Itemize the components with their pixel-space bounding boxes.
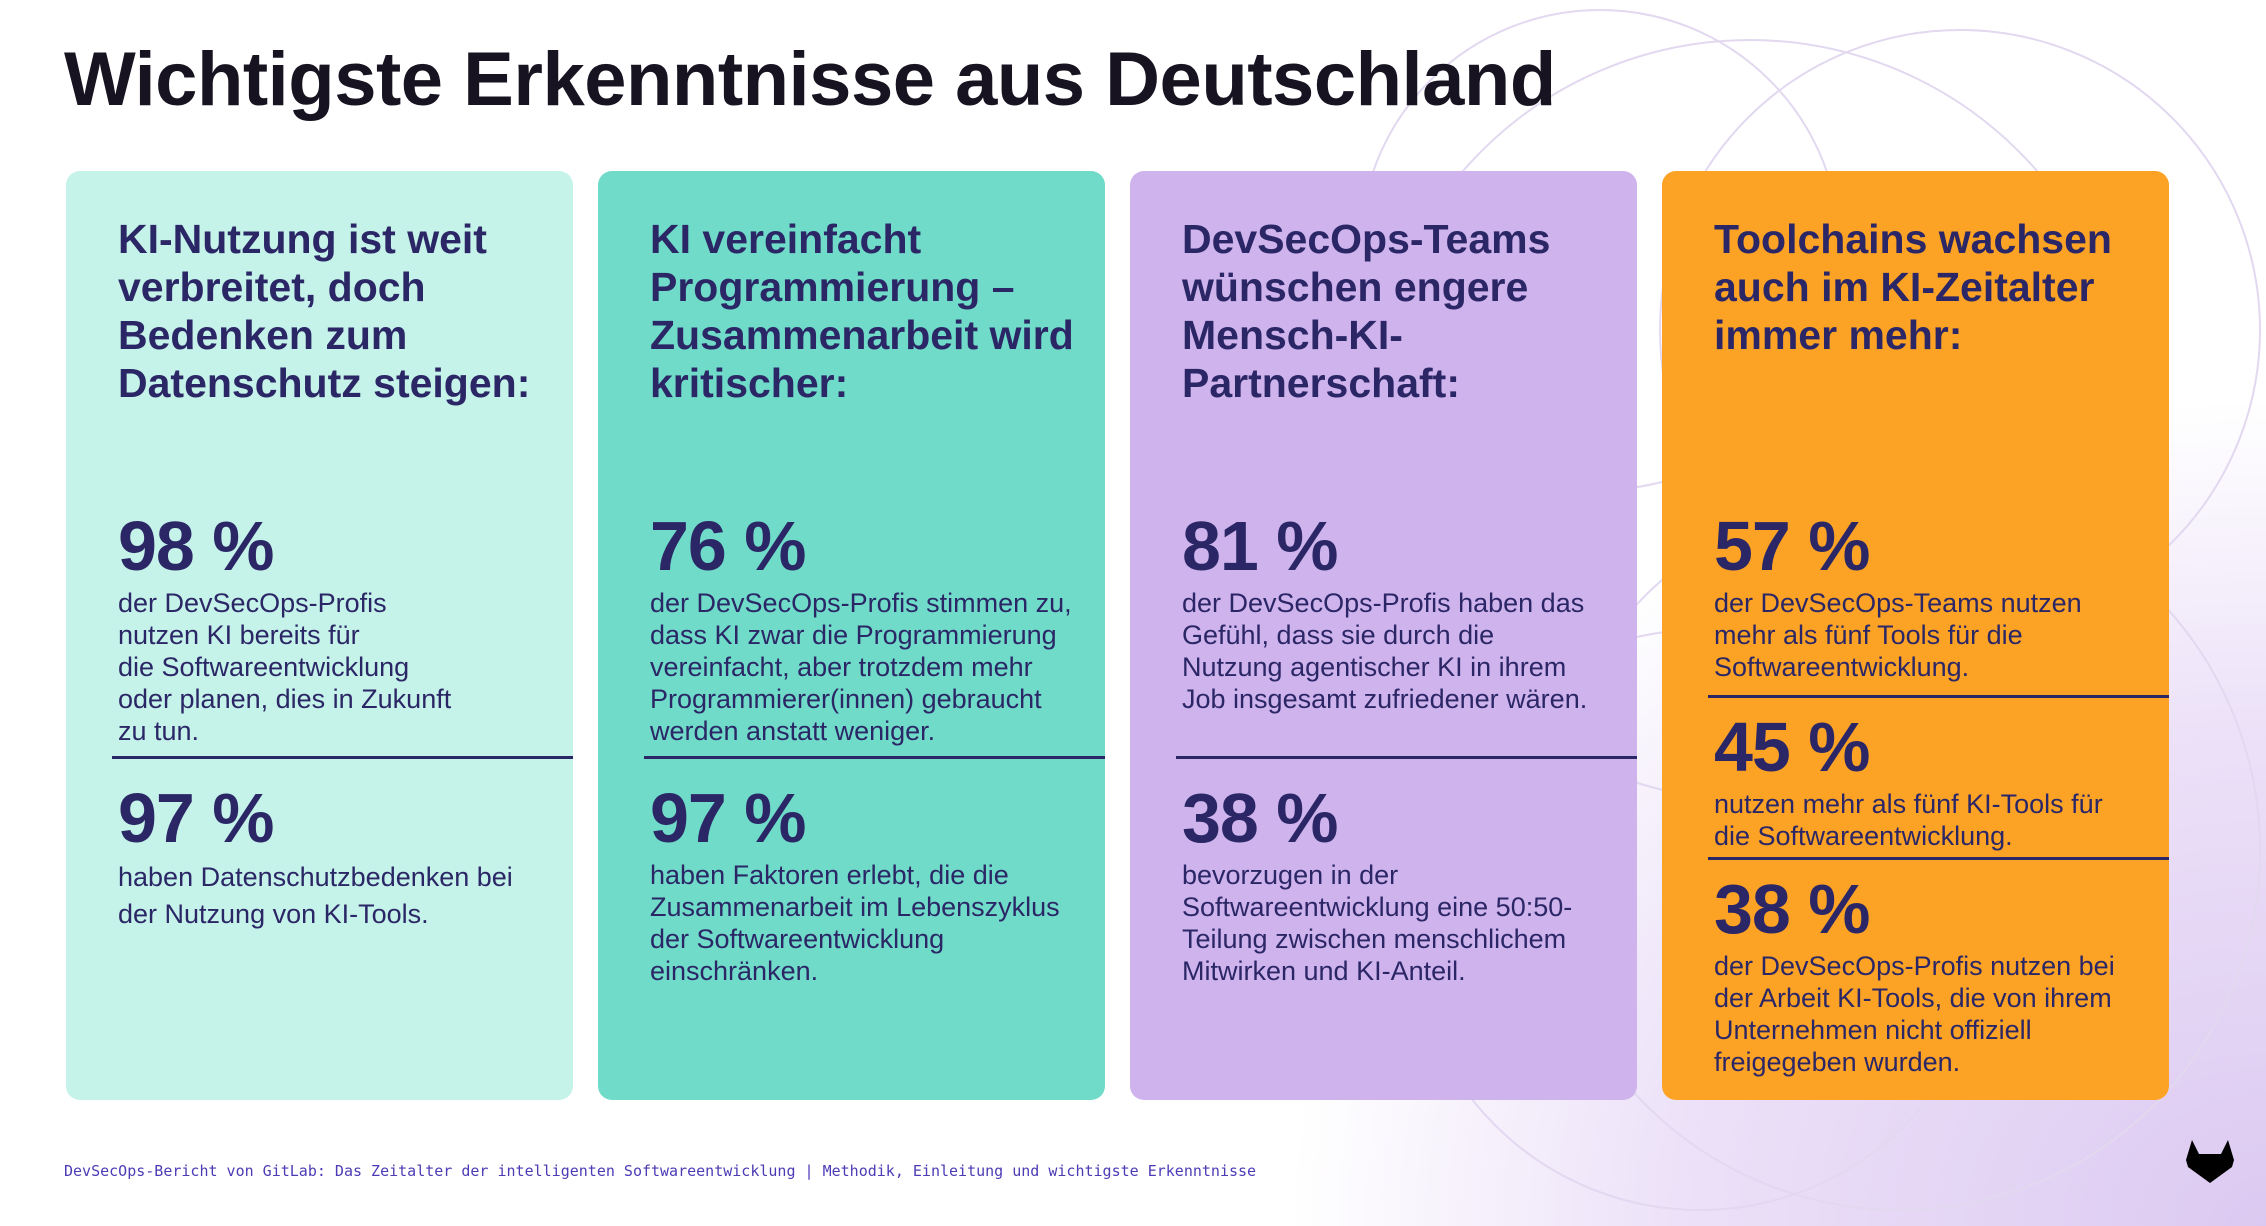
divider — [112, 756, 573, 759]
heading-line: KI-Nutzung ist weit — [118, 216, 487, 262]
stat-block: 97 % haben Faktoren erlebt, die die Zusam… — [650, 783, 1095, 987]
text-line: Job insgesamt zufriedener wären. — [1182, 684, 1588, 714]
text-line: der DevSecOps-Profis stimmen zu, — [650, 588, 1072, 618]
card-heading: DevSecOps-Teams wünschen engere Mensch-KI-… — [1182, 215, 1550, 407]
stat-block: 98 % der DevSecOps-Profis nutzen KI berei… — [118, 511, 563, 747]
stat-block: 81 % der DevSecOps-Profis haben das Gefüh… — [1182, 511, 1627, 715]
text-line: nutzen KI bereits für — [118, 620, 360, 650]
text-line: der Softwareentwicklung — [650, 924, 945, 954]
stat-text: der DevSecOps-Profis haben das Gefühl, da… — [1182, 587, 1627, 715]
text-line: haben Datenschutzbedenken bei — [118, 862, 513, 892]
heading-line: verbreitet, doch — [118, 264, 426, 310]
card-ai-programming: KI vereinfacht Programmierung – Zusammenar… — [598, 171, 1105, 1100]
heading-line: wünschen engere — [1182, 264, 1529, 310]
stat-text: bevorzugen in der Softwareentwicklung ein… — [1182, 859, 1627, 987]
stat-block: 76 % der DevSecOps-Profis stimmen zu, das… — [650, 511, 1095, 747]
text-line: bevorzugen in der — [1182, 860, 1399, 890]
stat-value: 76 % — [650, 507, 807, 585]
text-line: Softwareentwicklung eine 50:50- — [1182, 892, 1573, 922]
text-line: oder planen, dies in Zukunft — [118, 684, 452, 714]
stat-value: 97 % — [650, 779, 807, 857]
text-line: einschränken. — [650, 956, 819, 986]
stat-value: 98 % — [118, 507, 275, 585]
card-heading: Toolchains wachsen auch im KI-Zeitalter im… — [1714, 215, 2112, 359]
stat-text: nutzen mehr als fünf KI-Tools für die Sof… — [1714, 788, 2159, 852]
text-line: zu tun. — [118, 716, 200, 746]
heading-line: Toolchains wachsen — [1714, 216, 2112, 262]
text-line: der DevSecOps-Profis — [118, 588, 387, 618]
stat-text: der DevSecOps-Profis nutzen KI bereits fü… — [118, 587, 563, 747]
card-heading: KI vereinfacht Programmierung – Zusammenar… — [650, 215, 1074, 407]
stat-text: der DevSecOps-Profis stimmen zu, dass KI … — [650, 587, 1095, 747]
stat-block: 38 % bevorzugen in der Softwareentwicklun… — [1182, 783, 1627, 987]
text-line: Teilung zwischen menschlichem — [1182, 924, 1567, 954]
divider — [1708, 695, 2169, 698]
text-line: nutzen mehr als fünf KI-Tools für — [1714, 789, 2103, 819]
stat-text: haben Faktoren erlebt, die die Zusammenar… — [650, 859, 1095, 987]
stat-text: haben Datenschutzbedenken bei der Nutzung… — [118, 859, 563, 933]
page-title: Wichtigste Erkenntnisse aus Deutschland — [64, 37, 1556, 122]
stat-value: 38 % — [1182, 779, 1339, 857]
stat-block: 38 % der DevSecOps-Profis nutzen bei der … — [1714, 874, 2159, 1078]
text-line: vereinfacht, aber trotzdem mehr — [650, 652, 1033, 682]
text-line: die Softwareentwicklung — [118, 652, 410, 682]
stat-block: 57 % der DevSecOps-Teams nutzen mehr als … — [1714, 511, 2159, 683]
card-human-ai-partnership: DevSecOps-Teams wünschen engere Mensch-KI-… — [1130, 171, 1637, 1100]
heading-line: DevSecOps-Teams — [1182, 216, 1551, 262]
text-line: der Nutzung von KI-Tools. — [118, 899, 429, 929]
stat-text: der DevSecOps-Profis nutzen bei der Arbei… — [1714, 950, 2159, 1078]
text-line: die Softwareentwicklung. — [1714, 821, 2013, 851]
card-ai-usage: KI-Nutzung ist weit verbreitet, doch Beden… — [66, 171, 573, 1100]
heading-line: Zusammenarbeit wird — [650, 312, 1074, 358]
text-line: Mitwirken und KI-Anteil. — [1182, 956, 1466, 986]
text-line: freigegeben wurden. — [1714, 1047, 1961, 1077]
stat-value: 38 % — [1714, 870, 1871, 948]
text-line: der DevSecOps-Teams nutzen — [1714, 588, 2082, 618]
stat-block: 97 % haben Datenschutzbedenken bei der Nu… — [118, 783, 563, 933]
text-line: Zusammenarbeit im Lebenszyklus — [650, 892, 1060, 922]
text-line: dass KI zwar die Programmierung — [650, 620, 1057, 650]
text-line: Softwareentwicklung. — [1714, 652, 1970, 682]
stat-block: 45 % nutzen mehr als fünf KI-Tools für di… — [1714, 712, 2159, 852]
heading-line: Mensch-KI- — [1182, 312, 1403, 358]
heading-line: KI vereinfacht — [650, 216, 922, 262]
text-line: der DevSecOps-Profis haben das — [1182, 588, 1585, 618]
stat-value: 81 % — [1182, 507, 1339, 585]
stat-value: 97 % — [118, 779, 275, 857]
text-line: haben Faktoren erlebt, die die — [650, 860, 1009, 890]
heading-line: immer mehr: — [1714, 312, 1963, 358]
footer-citation: DevSecOps-Bericht von GitLab: Das Zeital… — [64, 1162, 1257, 1180]
stat-text: der DevSecOps-Teams nutzen mehr als fünf … — [1714, 587, 2159, 683]
gitlab-tanuki-icon — [2186, 1140, 2234, 1183]
text-line: Programmierer(innen) gebraucht — [650, 684, 1042, 714]
heading-line: auch im KI-Zeitalter — [1714, 264, 2095, 310]
card-heading: KI-Nutzung ist weit verbreitet, doch Beden… — [118, 215, 530, 407]
stat-value: 45 % — [1714, 708, 1871, 786]
divider — [644, 756, 1105, 759]
heading-line: kritischer: — [650, 360, 849, 406]
text-line: der DevSecOps-Profis nutzen bei — [1714, 951, 2115, 981]
text-line: Gefühl, dass sie durch die — [1182, 620, 1495, 650]
text-line: mehr als fünf Tools für die — [1714, 620, 2023, 650]
heading-line: Partnerschaft: — [1182, 360, 1460, 406]
heading-line: Programmierung – — [650, 264, 1015, 310]
card-toolchains: Toolchains wachsen auch im KI-Zeitalter im… — [1662, 171, 2169, 1100]
stat-value: 57 % — [1714, 507, 1871, 585]
heading-line: Bedenken zum — [118, 312, 408, 358]
divider — [1708, 857, 2169, 860]
divider — [1176, 756, 1637, 759]
text-line: werden anstatt weniger. — [650, 716, 936, 746]
text-line: Unternehmen nicht offiziell — [1714, 1015, 2032, 1045]
heading-line: Datenschutz steigen: — [118, 360, 531, 406]
text-line: Nutzung agentischer KI in ihrem — [1182, 652, 1567, 682]
text-line: der Arbeit KI-Tools, die von ihrem — [1714, 983, 2112, 1013]
